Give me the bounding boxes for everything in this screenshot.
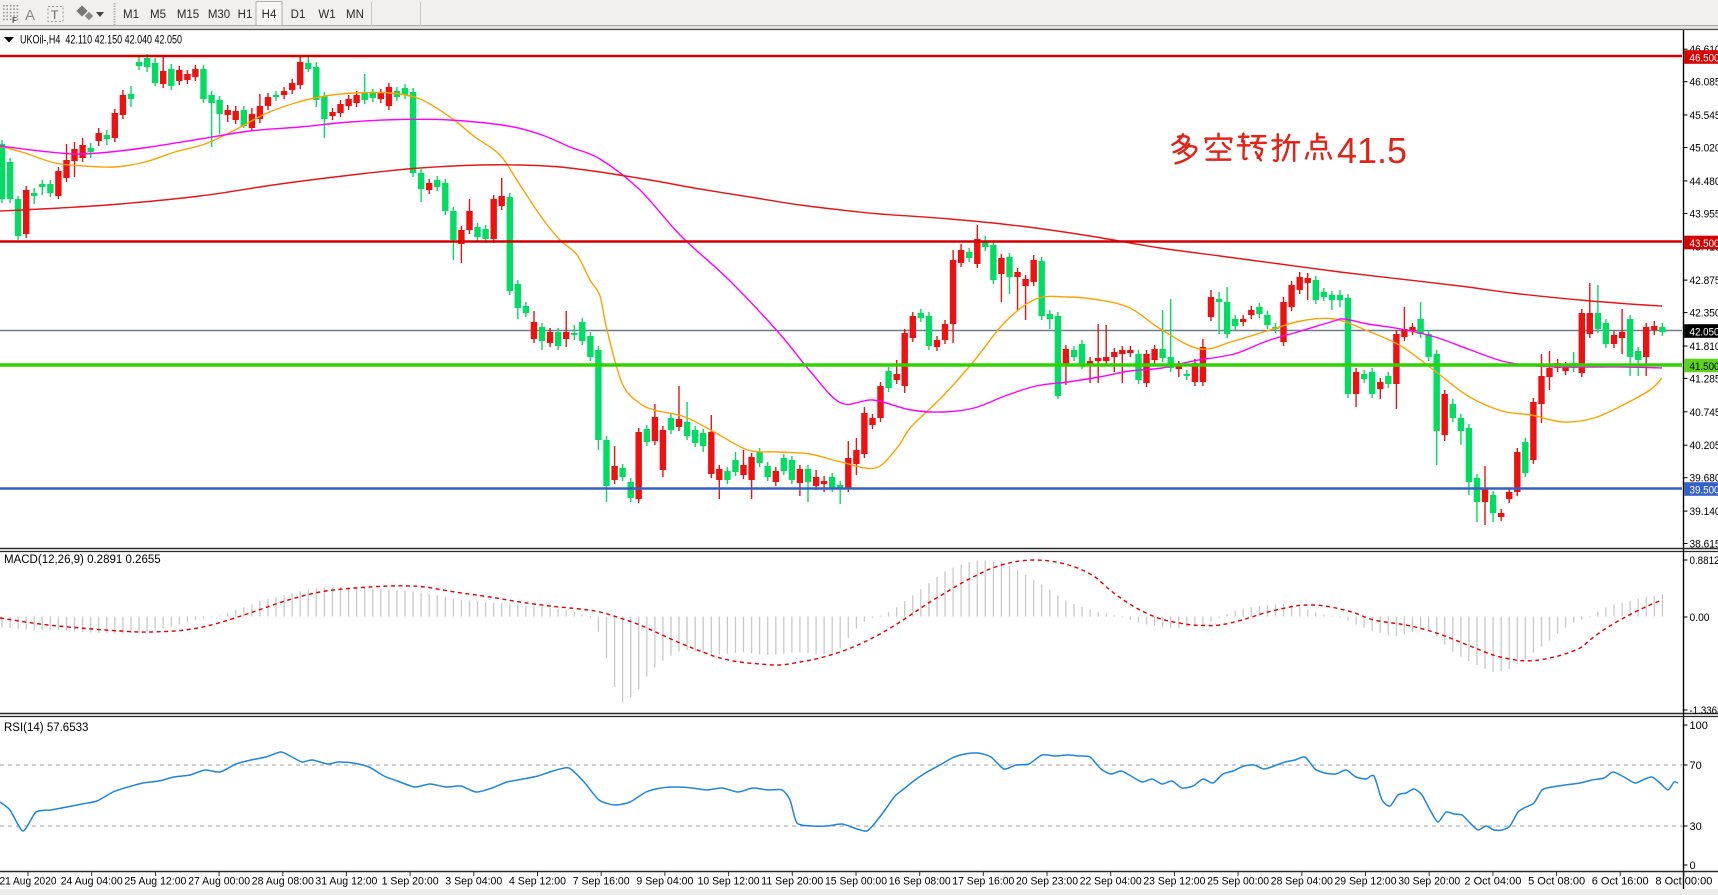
svg-text:21 Aug 2020: 21 Aug 2020	[0, 876, 57, 888]
svg-text:F: F	[12, 16, 17, 25]
svg-text:28 Sep 04:00: 28 Sep 04:00	[1271, 876, 1333, 888]
svg-text:M15: M15	[177, 9, 199, 21]
svg-text:70: 70	[1690, 760, 1702, 772]
svg-text:0.8812: 0.8812	[1690, 555, 1718, 567]
svg-text:MN: MN	[346, 9, 364, 21]
svg-text:27 Aug 00:00: 27 Aug 00:00	[188, 876, 250, 888]
svg-text:-1.3368: -1.3368	[1690, 705, 1718, 717]
svg-text:40.745: 40.745	[1690, 407, 1718, 419]
svg-text:RSI(14) 57.6533: RSI(14) 57.6533	[4, 722, 88, 734]
svg-text:10 Sep 12:00: 10 Sep 12:00	[698, 876, 760, 888]
svg-text:38.615: 38.615	[1690, 539, 1718, 551]
svg-text:H4: H4	[262, 9, 277, 21]
svg-text:UKOil-,H4 42.110 42.150 42.04: UKOil-,H4 42.110 42.150 42.040 42.050	[20, 33, 182, 47]
svg-text:MACD(12,26,9) 0.2891 0.2655: MACD(12,26,9) 0.2891 0.2655	[4, 554, 161, 566]
svg-text:41.5: 41.5	[1337, 130, 1407, 171]
svg-text:0: 0	[1690, 860, 1696, 872]
svg-text:40.205: 40.205	[1690, 440, 1718, 452]
svg-text:17 Sep 16:00: 17 Sep 16:00	[952, 876, 1014, 888]
svg-text:M30: M30	[208, 9, 230, 21]
svg-text:30 Sep 20:00: 30 Sep 20:00	[1398, 876, 1460, 888]
svg-text:11 Sep 20:00: 11 Sep 20:00	[761, 876, 823, 888]
svg-text:15 Sep 00:00: 15 Sep 00:00	[825, 876, 887, 888]
svg-text:25 Aug 12:00: 25 Aug 12:00	[124, 876, 186, 888]
svg-text:42.050: 42.050	[1690, 327, 1718, 339]
svg-text:0.00: 0.00	[1690, 612, 1710, 624]
svg-text:H1: H1	[238, 9, 253, 21]
svg-text:5 Oct 08:00: 5 Oct 08:00	[1528, 876, 1585, 888]
svg-text:41.500: 41.500	[1690, 361, 1718, 373]
svg-text:W1: W1	[318, 9, 335, 21]
svg-text:46.085: 46.085	[1690, 77, 1718, 89]
svg-text:22 Sep 04:00: 22 Sep 04:00	[1080, 876, 1142, 888]
svg-text:41.285: 41.285	[1690, 373, 1718, 385]
svg-text:39.680: 39.680	[1690, 473, 1718, 485]
svg-text:42.875: 42.875	[1690, 275, 1718, 287]
svg-text:M5: M5	[150, 9, 166, 21]
svg-text:44.480: 44.480	[1690, 176, 1718, 188]
svg-text:45.545: 45.545	[1690, 110, 1718, 122]
svg-text:24 Aug 04:00: 24 Aug 04:00	[61, 876, 123, 888]
svg-text:39.140: 39.140	[1690, 506, 1718, 518]
svg-text:16 Sep 08:00: 16 Sep 08:00	[889, 876, 951, 888]
svg-text:8 Oct 00:00: 8 Oct 00:00	[1655, 876, 1712, 888]
svg-text:3 Sep 04:00: 3 Sep 04:00	[445, 876, 502, 888]
svg-text:A: A	[25, 7, 35, 24]
svg-text:30: 30	[1690, 821, 1702, 833]
svg-text:100: 100	[1690, 720, 1708, 732]
svg-text:4 Sep 12:00: 4 Sep 12:00	[509, 876, 566, 888]
svg-text:43.955: 43.955	[1690, 208, 1718, 220]
svg-text:D1: D1	[291, 9, 306, 21]
svg-text:9 Sep 04:00: 9 Sep 04:00	[636, 876, 693, 888]
svg-text:45.020: 45.020	[1690, 143, 1718, 155]
svg-text:23 Sep 12:00: 23 Sep 12:00	[1143, 876, 1205, 888]
svg-text:20 Sep 23:00: 20 Sep 23:00	[1016, 876, 1078, 888]
svg-text:41.810: 41.810	[1690, 341, 1718, 353]
svg-text:2 Oct 04:00: 2 Oct 04:00	[1464, 876, 1521, 888]
svg-text:39.500: 39.500	[1690, 485, 1718, 497]
svg-text:28 Aug 08:00: 28 Aug 08:00	[252, 876, 314, 888]
svg-text:43.500: 43.500	[1690, 238, 1718, 250]
svg-text:46.500: 46.500	[1690, 53, 1718, 65]
svg-text:42.350: 42.350	[1690, 308, 1718, 320]
svg-text:6 Oct 16:00: 6 Oct 16:00	[1592, 876, 1649, 888]
svg-text:7 Sep 16:00: 7 Sep 16:00	[573, 876, 630, 888]
svg-text:29 Sep 12:00: 29 Sep 12:00	[1335, 876, 1397, 888]
svg-text:25 Sep 00:00: 25 Sep 00:00	[1207, 876, 1269, 888]
svg-text:M1: M1	[123, 9, 139, 21]
svg-text:31 Aug 12:00: 31 Aug 12:00	[315, 876, 377, 888]
svg-text:1 Sep 20:00: 1 Sep 20:00	[382, 876, 439, 888]
svg-text:T: T	[51, 8, 59, 22]
